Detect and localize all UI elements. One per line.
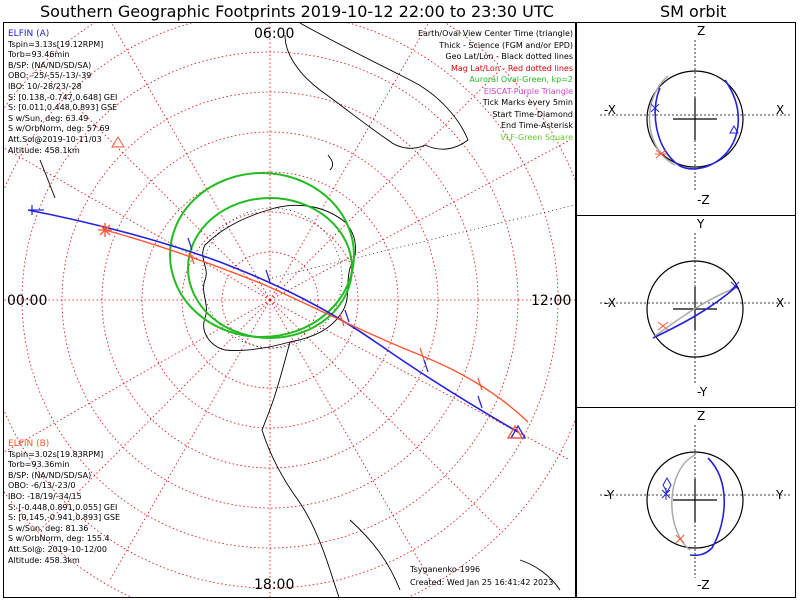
param-line: OBO: -6/13/-23/0 <box>8 481 76 491</box>
coastlines <box>39 23 561 597</box>
elfin-b-label: ELFIN (B) <box>8 439 50 449</box>
credits-author: Tsyganenko-1996 <box>410 565 481 574</box>
legend-item: Thick - Science (FGM and/or EPD) <box>439 40 573 50</box>
south-america-coast <box>261 429 340 597</box>
orbit2-left-label: -X <box>604 296 616 310</box>
param-line: Torb=93.36min <box>8 460 70 470</box>
antarctic-peninsula <box>261 341 291 431</box>
credits-created: Created: Wed Jan 25 16:41:42 2023 <box>410 578 554 587</box>
param-line: IBO: 10/-28/23/-28 <box>8 81 82 91</box>
footprint-map-frame <box>3 22 576 598</box>
param-line: OBO: -25/-55/-13/-39 <box>8 71 92 81</box>
legend-item: VLF-Green Square <box>500 132 573 142</box>
legend-item: Auroral Oval-Green, kp=2 <box>469 75 573 84</box>
param-line: Tspin=3.02s[19.83RPM] <box>8 449 104 459</box>
orbit-panel-2 <box>600 233 790 385</box>
elfin-a-label: ELFIN (A) <box>8 29 50 39</box>
orbit1-top-label: Z <box>697 24 706 38</box>
elfin-b-start-asterisk <box>98 223 112 237</box>
new-zealand <box>39 159 56 199</box>
param-line: S: [-0.448,0.891,0.055] GEI <box>8 502 118 512</box>
australia-coast <box>284 23 469 150</box>
legend-item: EISCAT-Purple Triangle <box>483 86 573 96</box>
param-line: S w/OrbNorm, deg: 155.4 <box>8 534 110 544</box>
elfin-a-ticks <box>187 237 483 409</box>
param-line: B/SP: (NA/ND/SD/SA) <box>8 60 92 70</box>
south-america-east <box>349 519 401 591</box>
legend-item: Start Time-Diamond <box>492 109 573 119</box>
param-line: S w/OrbNorm, deg: 57.69 <box>8 124 110 134</box>
param-line: Att.Sol@: 2019-10-12/00 <box>8 544 107 554</box>
param-line: S: [0.138,-0.747,0.648] GEI <box>8 92 118 102</box>
orbit3-left-label: -Y <box>604 488 615 502</box>
clock-label-left: 00:00 <box>7 293 48 309</box>
page-title: Southern Geographic Footprints 2019-10-1… <box>40 2 554 21</box>
param-line: S: [0.011,0.448,0.893] GSE <box>8 103 118 113</box>
auroral-oval-inner <box>187 197 353 339</box>
param-line: S w/Sun, deg: 81.36 <box>8 523 89 533</box>
clock-label-top: 06:00 <box>254 26 295 42</box>
orbit-panel-3 <box>600 425 790 578</box>
param-line: Tspin=3.13s[19.12RPM] <box>8 39 104 49</box>
elfin-a-start-marker <box>30 205 44 215</box>
orbit1-left-label: -X <box>604 103 616 117</box>
antarctica-coast <box>202 204 356 351</box>
orbit1-bottom-label: -Z <box>697 193 710 207</box>
orbit2-top-label: Y <box>697 217 705 231</box>
auroral-ovals <box>169 172 355 339</box>
legend-item: Geo Lat/Lon - Black dotted lines <box>445 52 573 61</box>
param-line: IBO: -18/19/-34/15 <box>8 491 82 501</box>
view-center-triangles <box>506 424 527 439</box>
tasmania <box>327 154 334 171</box>
orbit3-right-label: Y <box>776 488 784 502</box>
africa-south <box>519 559 561 591</box>
param-line: S: [0.145,-0.941,0.893] GSE <box>8 513 121 523</box>
param-line: B/SP: (NA/ND/SD/SA) <box>8 470 92 480</box>
legend-item: Tick Marks every 5min <box>482 98 573 107</box>
elfin-b-track <box>104 229 529 423</box>
sm-orbit-title: SM orbit <box>660 2 727 21</box>
geo-grid <box>201 204 575 349</box>
elfin-a-info: ELFIN (A) Tspin=3.13s[19.12RPM] Torb=93.4… <box>8 29 117 156</box>
param-line: S w/Sun, deg: 63.49 <box>8 113 89 123</box>
elfin-b-params: Tspin=3.02s[19.83RPM] Torb=93.36min B/SP: … <box>8 450 120 567</box>
mag-lon-lines <box>4 23 575 597</box>
orbit2-bottom-label: -Y <box>697 385 708 399</box>
param-line: Torb=93.46min <box>8 50 70 60</box>
elfin-b-info: ELFIN (B) Tspin=3.02s[19.83RPM] Torb=93.3… <box>8 439 120 566</box>
elfin-b-ticks <box>189 251 483 391</box>
eiscat-triangle <box>111 136 125 148</box>
orbit1-right-label: X <box>776 103 785 117</box>
param-line: Altitude: 458.3km <box>8 555 80 565</box>
clock-label-right: 12:00 <box>531 293 572 309</box>
elfin-a-params: Tspin=3.13s[19.12RPM] Torb=93.46min B/SP: … <box>8 40 117 157</box>
param-line: Altitude: 458.1km <box>8 145 80 155</box>
orbit2-right-label: X <box>776 296 785 310</box>
param-line: Att.Sol@2019-10-11/03 <box>8 134 102 144</box>
legend-item: End Time-Asterisk <box>500 121 573 130</box>
legend-item: Mag Lat/Lon - Red dotted lines <box>450 63 573 73</box>
orbit-panel-yz-frame <box>576 407 796 598</box>
orbit-panel-1 <box>600 40 790 190</box>
clock-label-bottom: 18:00 <box>254 577 295 593</box>
orbit3-top-label: Z <box>697 409 706 423</box>
elfin-a-track <box>27 209 519 433</box>
legend-item: Earth/Oval View Center Time (triangle) <box>417 29 573 38</box>
orbit3-bottom-label: -Z <box>697 578 710 592</box>
